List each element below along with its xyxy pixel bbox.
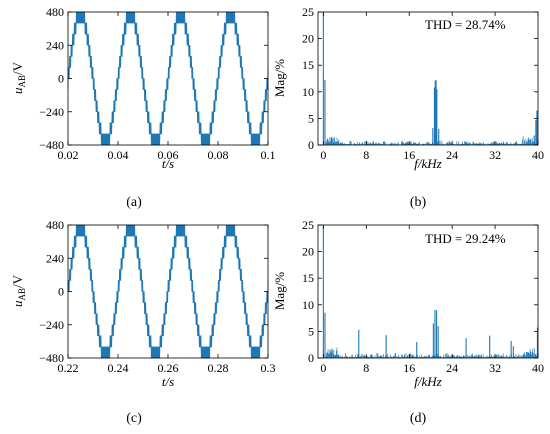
panel-b-frame (317, 11, 539, 146)
panel-d-ylabel: Mag/% (272, 272, 287, 310)
panel-b-xlabel: f/kHz (414, 156, 441, 171)
panel-a-xtick-label: 0.04 (108, 148, 129, 162)
panel-c-ylabel: uAB/V (10, 274, 27, 307)
panel-d-xtick-label: 0 (320, 361, 326, 375)
panel-d-xtick-label: 32 (489, 361, 501, 375)
panel-a-ytick-label: 0 (58, 72, 64, 86)
panel-b-xtick-label: 24 (446, 148, 458, 162)
panel-a-ytick-label: −480 (39, 138, 64, 152)
panel-a-ytick-label: 480 (46, 5, 64, 19)
panel-c-ytick-label: 480 (46, 218, 64, 232)
panel-a-xtick-label: 0.08 (208, 148, 229, 162)
panel-b-xtick-label: 0 (320, 148, 326, 162)
panel-c-xtick-label: 0.24 (108, 361, 129, 375)
panel-b-ytick-label: 10 (302, 85, 314, 99)
panel-d-ytick-label: 15 (302, 271, 314, 285)
panel-d-caption: (d) (410, 411, 427, 426)
panel-c-xtick-label: 0.28 (208, 361, 229, 375)
panel-c-xtick-label: 0.3 (261, 361, 276, 375)
panel-b-ytick-label: 0 (308, 138, 314, 152)
panel-b-xtick-label: 32 (489, 148, 501, 162)
panel-a-ticks: 0.02 0.04 0.06 0.08 0.1 480 240 0 −240 −480 (39, 5, 275, 162)
panel-b-caption: (b) (410, 195, 427, 210)
panel-c-xlabel: t/s (162, 374, 174, 389)
panel-d-ticks: 0 8 16 24 32 40 0 5 10 15 20 25 (302, 218, 544, 375)
panel-d-plot (322, 225, 539, 358)
panel-d-ytick-label: 25 (302, 218, 314, 232)
panel-b-xtick-label: 40 (532, 148, 544, 162)
panel-c-series-waveform (67, 224, 269, 359)
panel-d-xlabel: f/kHz (414, 374, 441, 389)
panel-a-xtick-label: 0.1 (261, 148, 276, 162)
panel-a-xtick-label: 0.06 (158, 148, 179, 162)
panel-d-xtick-label: 16 (403, 361, 415, 375)
panel-c: 0.22 0.24 0.26 0.28 0.3 480 240 0 −240 −480 t/s u… (10, 218, 276, 426)
panel-b-xtick-label: 16 (403, 148, 415, 162)
panel-c-ticks: 0.22 0.24 0.26 0.28 0.3 480 240 0 −240 −480 (39, 218, 275, 375)
panel-c-ytick-label: 240 (46, 251, 64, 265)
panel-c-plot (67, 224, 269, 359)
panel-c-xtick-label: 0.22 (58, 361, 79, 375)
panel-a-ytick-label: −240 (39, 105, 64, 119)
panel-c-caption: (c) (126, 411, 142, 426)
panel-b-ytick-label: 5 (308, 111, 314, 125)
panel-b-ytick-label: 20 (302, 32, 314, 46)
panel-c-xtick-label: 0.26 (158, 361, 179, 375)
panel-a-ylabel: uAB/V (10, 61, 27, 94)
panel-d-annotation: THD = 29.24% (425, 231, 506, 246)
panel-a-xlabel: t/s (162, 156, 174, 171)
panel-d-xtick-label: 40 (532, 361, 544, 375)
panel-a-ytick-label: 240 (46, 38, 64, 52)
panel-a: 0.02 0.04 0.06 0.08 0.1 480 240 0 −240 −480 t/s u… (10, 5, 276, 210)
panel-b-ylabel: Mag/% (272, 59, 287, 97)
panel-d-ytick-label: 0 (308, 351, 314, 365)
panel-c-ytick-label: −240 (39, 318, 64, 332)
panel-d-ytick-label: 20 (302, 245, 314, 259)
panel-a-xtick-label: 0.02 (58, 148, 79, 162)
panel-c-ytick-label: 0 (58, 285, 64, 299)
panel-b-ytick-label: 25 (302, 5, 314, 19)
panel-b-ticks: 0 8 16 24 32 40 0 5 10 15 20 25 (302, 5, 544, 162)
panel-d-xtick-label: 8 (363, 361, 369, 375)
panel-d-xtick-label: 24 (446, 361, 458, 375)
panel-a-plot (67, 11, 269, 146)
panel-b-annotation: THD = 28.74% (425, 17, 506, 32)
panel-a-caption: (a) (126, 195, 142, 210)
panel-d-ytick-label: 10 (302, 298, 314, 312)
panel-d-ytick-label: 5 (308, 324, 314, 338)
panel-c-ytick-label: −480 (39, 351, 64, 365)
panel-a-series-waveform (67, 11, 269, 146)
panel-d-frame (317, 224, 539, 359)
panel-b-ytick-label: 15 (302, 58, 314, 72)
panel-b-xtick-label: 8 (363, 148, 369, 162)
